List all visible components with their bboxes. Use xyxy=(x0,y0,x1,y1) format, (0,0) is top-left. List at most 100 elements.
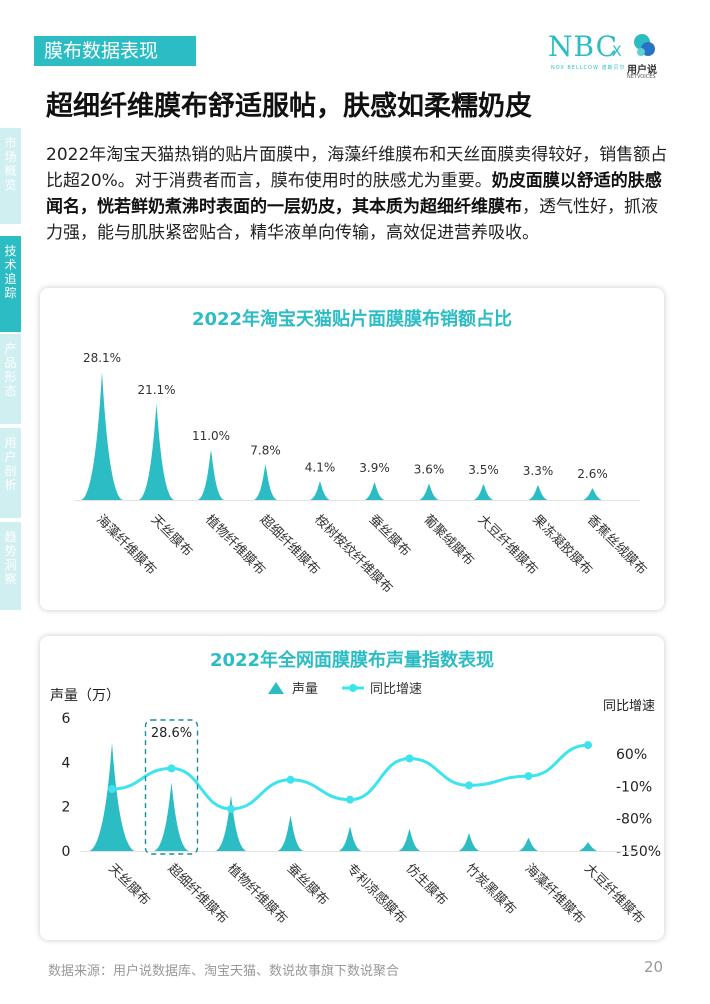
chart-title: 2022年淘宝天猫贴片面膜膜布销额占比 xyxy=(192,308,512,330)
sidenav-item[interactable]: 产品形态 xyxy=(0,334,21,424)
sidenav-item[interactable]: 技术追踪 xyxy=(0,236,21,332)
sidenav-item[interactable]: 趋势洞察 xyxy=(0,522,21,610)
sidenav-item-char: 态 xyxy=(4,384,17,398)
bar-仿生膜布 xyxy=(398,828,421,851)
category-label: 竹炭黑膜布 xyxy=(462,861,519,918)
y-tick-right: 60% xyxy=(616,747,647,763)
legend-line-marker xyxy=(349,684,357,692)
data-label: 3.5% xyxy=(468,463,499,477)
growth-point-天丝膜布 xyxy=(108,785,116,794)
bar-大豆纤维膜布 xyxy=(578,842,598,851)
bar-超细纤维膜布 xyxy=(154,782,189,851)
logo-cross: X xyxy=(612,44,622,60)
bar-海藻纤维膜布 xyxy=(518,837,539,851)
chart-card-sales-share: 2022年淘宝天猫贴片面膜膜布销额占比 28.1% 海藻纤维膜布 21.1% 天丝膜布 1… xyxy=(40,288,664,610)
category-label: 专利凉感膜布 xyxy=(343,861,409,927)
data-label: 28.1% xyxy=(83,351,121,365)
data-label: 7.8% xyxy=(250,443,281,457)
category-label: 植物纤维膜布 xyxy=(224,861,290,927)
sidenav-item-char: 产 xyxy=(4,342,17,356)
growth-point-大豆纤维膜布 xyxy=(584,741,592,750)
growth-point-竹炭黑膜布 xyxy=(465,781,473,790)
sidenav-item-char: 品 xyxy=(4,356,17,370)
page-headline: 超细纤维膜布舒适服帖，肤感如柔糯奶皮 xyxy=(46,91,532,122)
bar-海藻纤维膜布 xyxy=(81,372,123,500)
legend-line-label: 同比增速 xyxy=(370,682,422,697)
y-tick-left: 4 xyxy=(62,755,71,771)
bar-蚕丝膜布 xyxy=(277,815,304,851)
body-paragraph: 2022年淘宝天猫热销的贴片面膜中，海藻纤维膜布和天丝面膜卖得较好，销售额占比超… xyxy=(46,142,674,246)
data-label: 11.0% xyxy=(192,429,230,443)
sidenav-item-char: 概 xyxy=(4,164,17,178)
bar-大豆纤维膜布 xyxy=(473,484,494,500)
legend-bar-label: 声量 xyxy=(292,682,318,697)
nbc-logo-subtext: NOX BELLCOW 诺斯贝尔 xyxy=(551,65,626,71)
chart-title: 2022年全网面膜膜布声量指数表现 xyxy=(210,649,494,671)
y-axis-left-label: 声量（万） xyxy=(50,688,120,704)
category-label: 海藻纤维膜布 xyxy=(522,861,588,927)
bar-植物纤维膜布 xyxy=(215,795,247,851)
chart-sales-share: 2022年淘宝天猫贴片面膜膜布销额占比28.1%海藻纤维膜布21.1%天丝膜布1… xyxy=(74,308,649,596)
growth-point-专利凉感膜布 xyxy=(346,795,354,804)
category-label: 大豆纤维膜布 xyxy=(581,861,647,927)
bar-专利凉感膜布 xyxy=(338,826,362,851)
sidenav-item-char: 势 xyxy=(4,544,17,558)
growth-point-超细纤维膜布 xyxy=(167,764,176,773)
body-text-1: 2022年淘宝天猫热销的贴片面膜中，海藻纤维膜布和天丝面膜卖得较好，销售额占比超… xyxy=(46,145,668,191)
page-number: 20 xyxy=(644,958,664,976)
sidenav-item-char: 趋 xyxy=(4,530,17,544)
sidenav-item-char: 洞 xyxy=(4,558,17,572)
netvoices-logo-icon xyxy=(634,34,655,56)
sidenav-item-char: 形 xyxy=(4,370,17,384)
sidenav-item-char: 追 xyxy=(4,272,17,286)
sidenav-item-char: 术 xyxy=(4,258,17,272)
data-label: 21.1% xyxy=(137,383,175,397)
bar-天丝膜布 xyxy=(138,403,175,500)
y-tick-right: -10% xyxy=(616,779,652,795)
sidenav-item-char: 场 xyxy=(4,150,17,164)
chart-card-volume-index: 2022年全网面膜膜布声量指数表现 声量 同比增速 声量（万） 同比增速 0 2 4 6 -150… xyxy=(40,636,664,940)
growth-point-植物纤维膜布 xyxy=(227,804,235,813)
section-tag: 膜布数据表现 xyxy=(34,36,196,66)
body-text-bold: 奶皮面膜以舒适的肤感闻名，恍若鲜奶煮沸时表面的一层奶皮，其本质为超细纤维膜布 xyxy=(46,171,662,217)
category-label: 天丝膜布 xyxy=(105,861,152,908)
data-label: 3.9% xyxy=(359,461,390,475)
bar-果冻凝胶膜布 xyxy=(528,484,548,500)
partner-logo-text: 用户说 xyxy=(627,65,657,76)
bar-葡聚绒膜布 xyxy=(419,483,439,500)
y-axis-right-label: 同比增速 xyxy=(603,699,655,714)
bar-超细纤维膜布 xyxy=(253,464,278,500)
sidenav-item-char: 踪 xyxy=(4,286,17,300)
y-tick-left: 0 xyxy=(62,844,71,860)
sidenav-item[interactable]: 用户剖析 xyxy=(0,428,21,518)
y-tick-left: 6 xyxy=(62,711,71,727)
bar-天丝膜布 xyxy=(89,742,135,851)
category-label: 天丝膜布 xyxy=(148,512,195,559)
body-text-2: ，透气性好，抓液力强，能与肌肤紧密贴合，精华液单向传输，高效促进营养吸收。 xyxy=(46,197,658,243)
y-tick-right: -80% xyxy=(616,812,652,828)
sidenav-item-char: 察 xyxy=(4,572,17,586)
sidenav-item-char: 用 xyxy=(4,436,17,450)
brand-logo: NBC NOX BELLCOW 诺斯贝尔 X 用户说 NETVOICES xyxy=(548,30,678,80)
growth-point-蚕丝膜布 xyxy=(286,775,295,784)
sidenav-item[interactable]: 市场概览 xyxy=(0,128,21,224)
bar-蚕丝膜布 xyxy=(364,482,385,500)
category-label: 葡聚绒膜布 xyxy=(420,512,477,569)
legend-bar-swatch xyxy=(268,682,284,694)
sidenav-item-char: 览 xyxy=(4,178,17,192)
data-source-note: 数据来源：用户说数据库、淘宝天猫、数说故事旗下数说聚合 xyxy=(48,964,400,979)
category-label: 超细纤维膜布 xyxy=(165,861,231,927)
data-label: 2.6% xyxy=(577,467,608,481)
data-label: 3.6% xyxy=(414,463,445,477)
bar-桉树桉纹纤维膜布 xyxy=(310,481,330,500)
partner-logo-subtext: NETVOICES xyxy=(627,74,656,80)
sidenav-item-char: 户 xyxy=(4,450,17,464)
bar-竹炭黑膜布 xyxy=(458,833,480,851)
annotation-label: 28.6% xyxy=(151,726,192,741)
sidenav-item-char: 析 xyxy=(4,478,17,492)
sidenav-item-char: 剖 xyxy=(4,464,17,478)
annotation-box xyxy=(144,719,199,855)
category-label: 蚕丝膜布 xyxy=(284,861,331,908)
bar-香蕉丝绒膜布 xyxy=(583,488,602,500)
